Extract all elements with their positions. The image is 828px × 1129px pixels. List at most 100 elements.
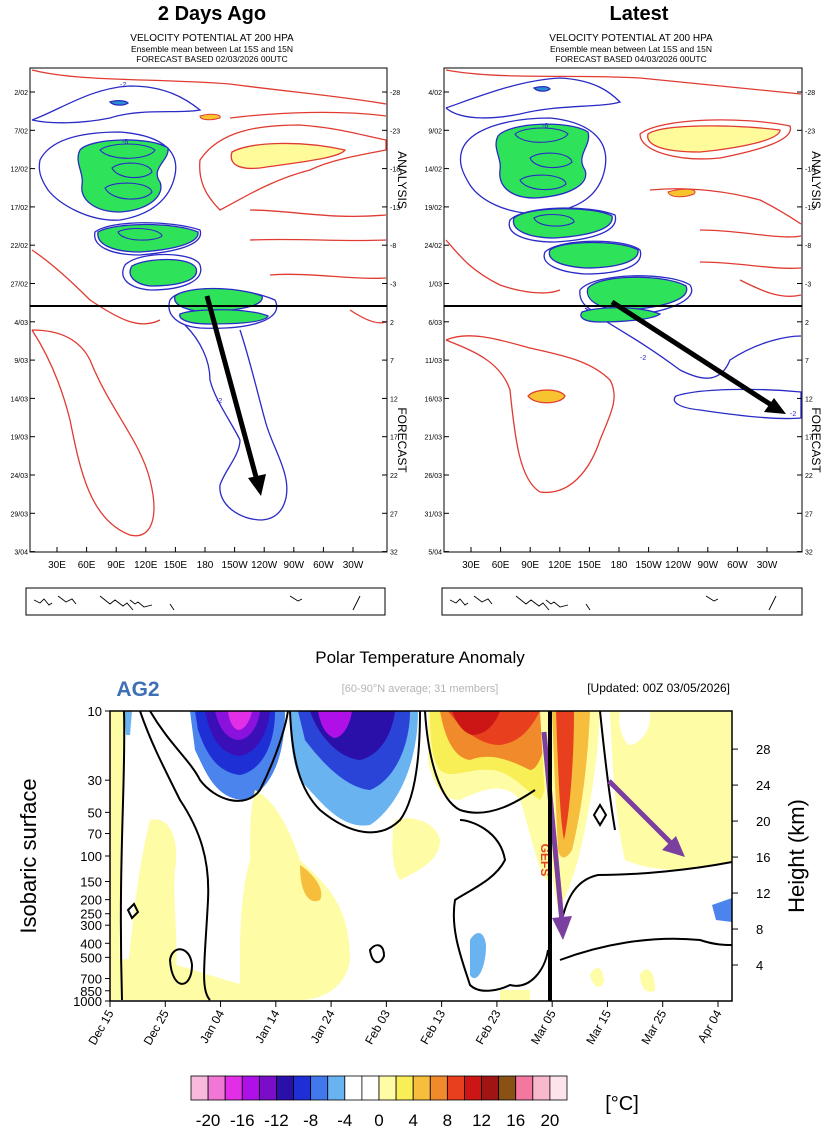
y-tick-label: 11/03 [425, 358, 442, 365]
x-tick-label: 120E [548, 560, 572, 571]
zero-contour [368, 944, 386, 964]
height-tick-label: 16 [756, 850, 770, 865]
anomaly-fill [556, 711, 574, 840]
blue-contour [459, 117, 607, 215]
colorbar-swatch [224, 1075, 243, 1101]
y-tick-label-right: 7 [805, 358, 809, 365]
y-tick-label: 4/03 [14, 320, 28, 327]
anomaly-fill [124, 711, 132, 735]
zero-contour [559, 937, 733, 961]
y-tick-label: 22/02 [10, 243, 28, 250]
yellow-fill [527, 389, 566, 404]
pressure-tick-label: 150 [80, 875, 102, 890]
y-tick-label-right: 22 [805, 473, 813, 480]
x-tick-label: 150E [164, 560, 188, 571]
contour-label: -2 [790, 411, 796, 418]
red-contour [31, 329, 155, 537]
zero-contour [424, 710, 536, 814]
colorbar-swatch [207, 1075, 226, 1101]
zero-contour [592, 803, 608, 827]
colorbar-tick-label: -4 [337, 1111, 352, 1129]
y-tick-label: 19/02 [424, 205, 442, 212]
x-tick-label: 150W [636, 560, 663, 571]
colorbar-swatch [464, 1075, 482, 1101]
coastlines [33, 595, 361, 611]
date-tick-label: Jan 04 [197, 1007, 227, 1045]
pressure-tick-label: 30 [88, 773, 102, 788]
analysis-label: ANALYSIS [395, 151, 409, 209]
y-tick-label: 5/04 [428, 550, 442, 557]
y-tick-label-right: -13 [390, 205, 400, 212]
red-contour [249, 209, 387, 218]
y-tick-label: 12/02 [10, 167, 28, 174]
y-tick-label-right: -18 [805, 167, 815, 174]
colorbar-swatch [293, 1075, 312, 1101]
height-tick-label: 20 [756, 814, 770, 829]
red-contour [445, 239, 561, 294]
red-contour [445, 335, 615, 493]
y-tick-label: 9/02 [428, 128, 442, 135]
panel-subtitle1-2-days-ago: Ensemble mean between Lat 15S and 15N [131, 44, 293, 54]
x-tick-label: 120W [665, 560, 692, 571]
pressure-tick-label: 70 [88, 827, 102, 842]
red-contour [699, 261, 802, 269]
date-tick-label: Feb 23 [473, 1007, 504, 1047]
date-tick-label: Jan 24 [308, 1007, 338, 1045]
date-tick-label: Feb 03 [362, 1007, 393, 1047]
positive-contours-2-days-ago [31, 69, 387, 537]
y-tick-label: 31/03 [424, 511, 442, 518]
blue-contour [31, 85, 202, 124]
zero-contour [559, 861, 733, 931]
contour-label: -2 [120, 82, 126, 89]
y-tick-label: 24/02 [424, 243, 442, 250]
blue-contour [529, 152, 573, 169]
analysis-label: ANALYSIS [809, 151, 823, 209]
blue-contour [532, 85, 551, 92]
zero-contour [168, 948, 194, 985]
y-tick-label-right: 2 [390, 320, 394, 327]
y-tick-label: 29/03 [10, 511, 28, 518]
yellow-fill [230, 142, 347, 170]
date-tick-label: Feb 13 [417, 1007, 448, 1047]
green-fill [129, 258, 198, 287]
updated-stamp: [Updated: 00Z 03/05/2026] [587, 681, 730, 695]
forecast-label: FORECAST [809, 407, 823, 473]
y-tick-label-right: 7 [390, 358, 394, 365]
date-tick-label: Dec 25 [141, 1007, 172, 1047]
y-tick-label: 16/03 [424, 396, 442, 403]
blue-contour [519, 174, 567, 191]
red-contour [445, 69, 802, 95]
x-axis-2-days-ago: 30E 60E 90E 120E 150E 180 150W 120W 90W 60W 30W [48, 547, 364, 571]
colorbar-swatch [481, 1075, 500, 1101]
pressure-tick-label: 850 [80, 984, 102, 999]
y-tick-label: 21/03 [424, 435, 442, 442]
anomaly-fill [239, 790, 350, 1000]
colorbar-swatch [327, 1075, 346, 1101]
x-tick-label: 60E [492, 560, 510, 571]
pressure-tick-label: 50 [88, 805, 102, 820]
y-tick-label-right: -28 [805, 90, 815, 97]
height-tick-label: 24 [756, 778, 770, 793]
y-tick-label-right: -18 [390, 167, 400, 174]
panel-heading-2-days-ago: 2 Days Ago [158, 3, 266, 25]
pressure-tick-label: 1000 [73, 994, 102, 1009]
negative-contours-latest [445, 77, 802, 420]
trend-arrow-purple-2 [607, 779, 676, 848]
colorbar-tick-label: 20 [540, 1111, 559, 1129]
height-tick-label: 8 [756, 922, 763, 937]
blue-contour [514, 127, 569, 143]
contour-label: -6 [122, 139, 128, 146]
map-strip-frame [25, 587, 386, 616]
colorbar-tick-label: -20 [196, 1111, 221, 1129]
height-tick-label: 28 [756, 742, 770, 757]
zero-contour [126, 902, 140, 920]
colorbar-swatch [515, 1075, 534, 1101]
pressure-tick-label: 300 [80, 918, 102, 933]
trend-arrowhead [764, 398, 786, 414]
zero-contours [119, 710, 733, 1001]
panel-subtitle1-latest: Ensemble mean between Lat 15S and 15N [550, 44, 712, 54]
y-tick-label: 19/03 [10, 435, 28, 442]
coastlines [449, 595, 777, 611]
colorbar-unit: [°C] [605, 1093, 639, 1115]
warm-anomaly-region [110, 711, 732, 1000]
